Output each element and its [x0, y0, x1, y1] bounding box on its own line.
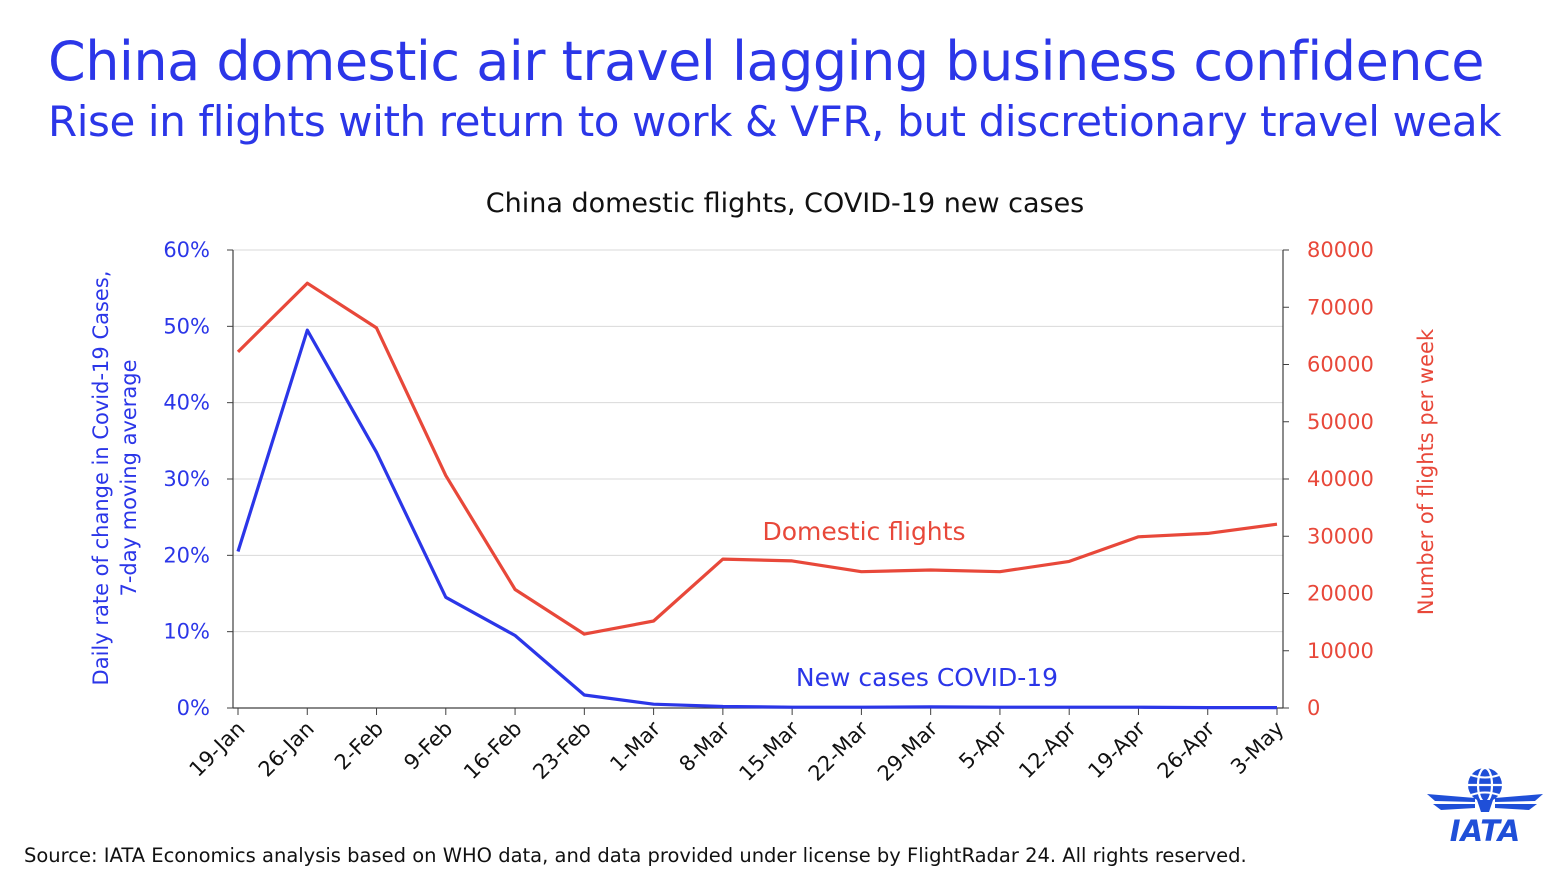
slide-subtitle: Rise in flights with return to work & VF…: [48, 97, 1502, 146]
slide-title: China domestic air travel lagging busine…: [48, 30, 1484, 93]
right-tick-label: 80000: [1307, 238, 1374, 262]
x-tick-label: 1-Mar: [605, 716, 665, 776]
left-tick-label: 20%: [163, 543, 210, 567]
left-tick-label: 30%: [163, 467, 210, 491]
right-tick-label: 50000: [1307, 410, 1374, 434]
x-tick-label: 12-Apr: [1014, 716, 1081, 783]
right-tick-label: 20000: [1307, 582, 1374, 606]
flights-line: [236, 281, 1278, 636]
x-tick-label: 29-Mar: [873, 716, 942, 785]
x-tick-label: 22-Mar: [804, 716, 873, 785]
left-tick-label: 10%: [163, 620, 210, 644]
x-tick-label: 9-Feb: [399, 717, 457, 775]
flights-series-label: Domestic flights: [763, 517, 966, 546]
left-tick-label: 0%: [177, 696, 210, 720]
x-tick-label: 5-Apr: [954, 716, 1011, 773]
x-tick-label: 15-Mar: [734, 716, 803, 785]
chart-title: China domestic flights, COVID-19 new cas…: [486, 188, 1085, 219]
right-tick-label: 70000: [1307, 295, 1374, 319]
cases-series-label: New cases COVID-19: [796, 663, 1058, 692]
right-tick-label: 30000: [1307, 524, 1374, 548]
wings-icon: [1427, 794, 1543, 812]
right-tick-label: 60000: [1307, 353, 1374, 377]
iata-logo: IATA: [1427, 766, 1543, 846]
x-tick-label: 23-Feb: [528, 717, 596, 785]
left-tick-label: 50%: [163, 314, 210, 338]
x-tick-label: 26-Jan: [254, 717, 319, 782]
right-tick-label: 40000: [1307, 467, 1374, 491]
x-tick-label: 26-Apr: [1153, 716, 1220, 783]
x-tick-label: 8-Mar: [675, 716, 735, 776]
source-note: Source: IATA Economics analysis based on…: [24, 844, 1247, 867]
grid-lines: [233, 249, 1283, 633]
x-tick-label: 16-Feb: [459, 717, 527, 785]
left-tick-label: 40%: [163, 391, 210, 415]
logo-text: IATA: [1450, 814, 1520, 846]
right-tick-label: 0: [1307, 696, 1320, 720]
axes: [227, 249, 1289, 715]
x-tick-label: 19-Jan: [185, 717, 250, 782]
cases-line: [236, 328, 1277, 710]
left-axis-title-line2: 7-day moving average: [117, 359, 141, 596]
right-tick-label: 10000: [1307, 639, 1374, 663]
x-tick-label: 2-Feb: [330, 717, 388, 775]
x-tick-label: 19-Apr: [1083, 716, 1150, 783]
right-axis-title: Number of flights per week: [1414, 328, 1438, 615]
left-tick-label: 60%: [163, 238, 210, 262]
series: [236, 281, 1278, 710]
left-axis-title-line1: Daily rate of change in Covid-19 Cases,: [89, 271, 113, 686]
globe-icon: [1468, 766, 1502, 804]
labels: 0% 10% 20% 30% 40% 50% 60% 0 10000 20000 30000 4000…: [89, 238, 1438, 786]
x-tick-label: 3-May: [1226, 717, 1288, 779]
